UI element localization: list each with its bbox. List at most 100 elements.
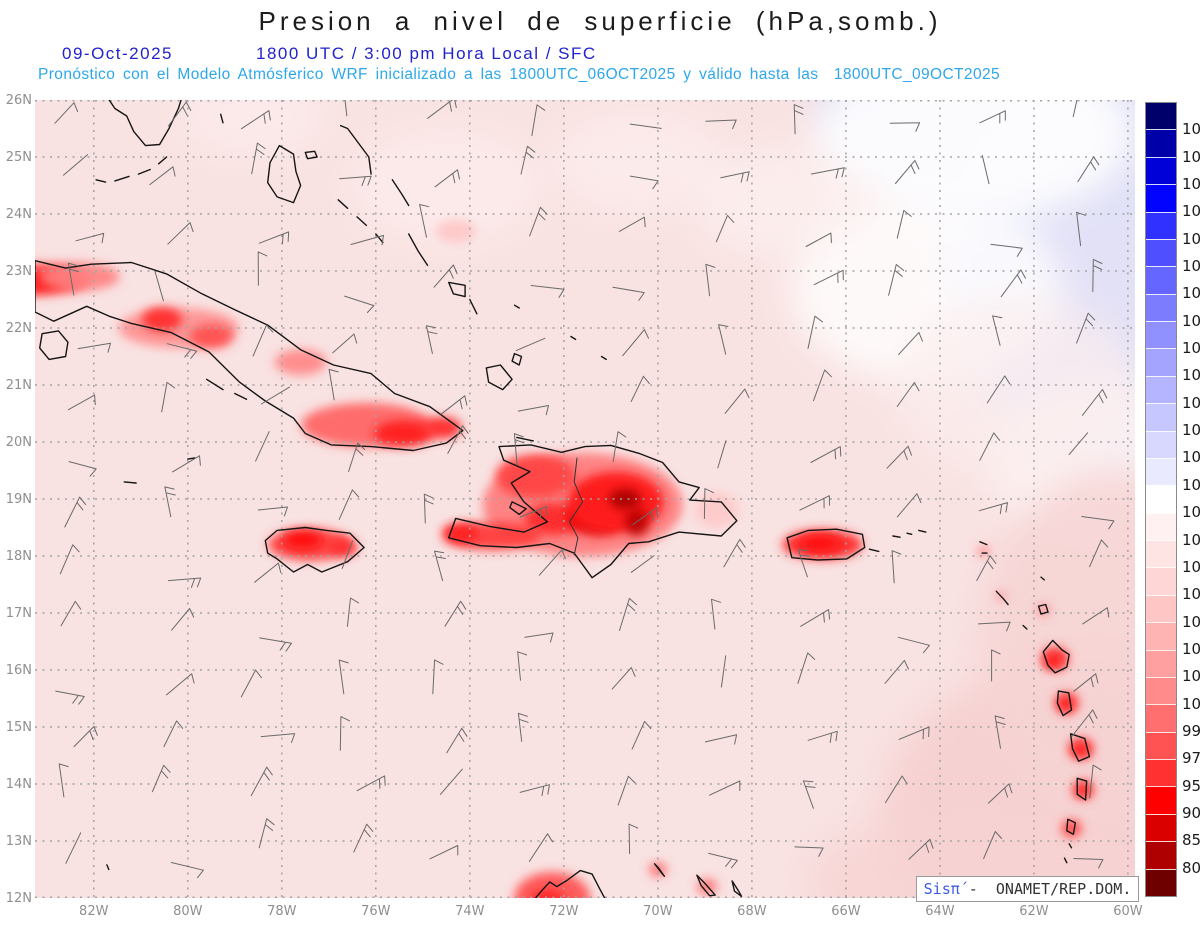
wind-barb — [59, 544, 80, 575]
lat-label-16N: 16N — [5, 663, 32, 678]
wind-barb — [618, 216, 646, 232]
colorbar-label-1015: 1015 — [1182, 448, 1200, 467]
colorbar-label-1035: 1035 — [1182, 175, 1200, 194]
wind-barb — [896, 382, 920, 407]
coastline-eleuthera — [339, 124, 372, 175]
wind-barb — [172, 455, 201, 473]
wind-barb — [332, 333, 358, 354]
wind-barb — [513, 433, 525, 466]
wind-barb — [60, 600, 82, 627]
wind-barb — [723, 538, 746, 568]
wind-barb — [419, 204, 430, 238]
wind-barb — [425, 325, 438, 354]
watermark-brand: Sisπ́ — [923, 880, 960, 898]
colorbar-label-990: 990 — [1182, 721, 1200, 740]
colorbar-label-1018: 1018 — [1182, 366, 1200, 385]
wind-barb — [171, 608, 195, 631]
wind-barb — [254, 562, 282, 583]
lat-label-26N: 26N — [5, 93, 32, 108]
date-time-line: 09-Oct-2025 1800 UTC / 3:00 pm Hora Loca… — [0, 44, 1200, 124]
wind-barb — [800, 609, 831, 627]
wind-barb — [54, 102, 79, 124]
colorbar-label-1025: 1025 — [1182, 257, 1200, 276]
colorbar-label-1022: 1022 — [1182, 284, 1200, 303]
wind-barb — [1071, 709, 1098, 737]
coastline-antigua — [1037, 603, 1049, 615]
wind-barb — [161, 381, 176, 413]
coastline-virgin-islands — [892, 535, 901, 538]
wind-barb — [529, 206, 548, 237]
wind-barb — [73, 725, 98, 748]
colorbar-segment-22 — [1146, 704, 1176, 732]
colorbar-label-1004: 1004 — [1182, 639, 1200, 658]
wind-barb — [711, 598, 721, 630]
wind-barb — [888, 264, 905, 296]
coastline-florida — [108, 100, 182, 147]
wind-barb — [260, 733, 296, 743]
watermark-text: - ONAMET/REP.DOM. — [959, 880, 1132, 898]
colorbar-label-1019: 1019 — [1182, 339, 1200, 358]
watermark: Sisπ́ - ONAMET/REP.DOM. — [916, 876, 1139, 902]
wind-barb — [241, 110, 271, 130]
wind-barb — [810, 167, 845, 179]
lon-label-70W: 70W — [643, 904, 673, 919]
coastline-cayman — [123, 481, 137, 484]
colorbar-segment-15 — [1146, 512, 1176, 540]
coastline-little-inagua — [511, 352, 523, 366]
colorbar-segment-14 — [1146, 485, 1176, 513]
haiti-dr-border — [569, 457, 584, 556]
lon-label-62W: 62W — [1019, 904, 1049, 919]
wind-barb — [886, 445, 912, 469]
colorbar-label-950: 950 — [1182, 776, 1200, 795]
page-title: Presion a nivel de superficie (hPa,somb.… — [258, 6, 942, 36]
wind-barb — [434, 169, 460, 188]
coastline-barbuda — [1040, 576, 1045, 581]
wind-barb — [807, 315, 823, 349]
wind-barb — [1072, 100, 1078, 118]
colorbar-label-1014: 1014 — [1182, 475, 1200, 494]
wind-barb — [612, 431, 627, 463]
colorbar-segment-3 — [1146, 184, 1176, 212]
wind-barb — [896, 210, 912, 239]
wind-barb — [427, 100, 457, 119]
wind-barb — [75, 232, 105, 244]
coastline-exumas — [375, 233, 384, 244]
wind-barb — [255, 431, 270, 462]
wind-barbs-layer — [54, 100, 1115, 879]
pressure-shading-layer — [35, 220, 1095, 898]
wind-barb — [344, 100, 348, 117]
wind-barb — [630, 555, 655, 573]
colorbar-segment-9 — [1146, 348, 1176, 376]
coastline-florida-keys — [157, 156, 168, 165]
colorbar-label-1002: 1002 — [1182, 667, 1200, 686]
coastline-jamaica — [264, 526, 365, 573]
wind-barb — [884, 659, 909, 684]
colorbar-label-1000: 1000 — [1182, 694, 1200, 713]
wind-barb — [1092, 258, 1103, 292]
coastline-puerto-rico — [786, 528, 866, 561]
wind-barb — [240, 669, 262, 698]
lat-label-18N: 18N — [5, 549, 32, 564]
coastline-grenadines — [1068, 843, 1073, 849]
lat-label-19N: 19N — [5, 492, 32, 507]
colorbar-segment-13 — [1146, 457, 1176, 486]
coastline-bonaire — [731, 880, 743, 897]
wind-barb — [259, 637, 292, 652]
wind-barb — [611, 667, 636, 690]
colorbar-segment-6 — [1146, 266, 1176, 294]
wind-barb — [67, 394, 96, 411]
wind-barb — [978, 502, 1008, 515]
wind-barb — [446, 727, 468, 754]
coastline-andros — [267, 144, 302, 204]
colorbar-segment-16 — [1146, 540, 1176, 568]
colorbar-segment-23 — [1146, 731, 1176, 759]
wind-barb — [167, 577, 202, 588]
wind-barb — [1073, 858, 1104, 869]
wind-barb — [433, 264, 458, 288]
wind-barb — [981, 154, 990, 185]
wind-barb — [885, 775, 908, 804]
lat-label-21N: 21N — [5, 378, 32, 393]
colorbar-label-1020: 1020 — [1182, 311, 1200, 330]
wind-barb — [519, 506, 548, 519]
